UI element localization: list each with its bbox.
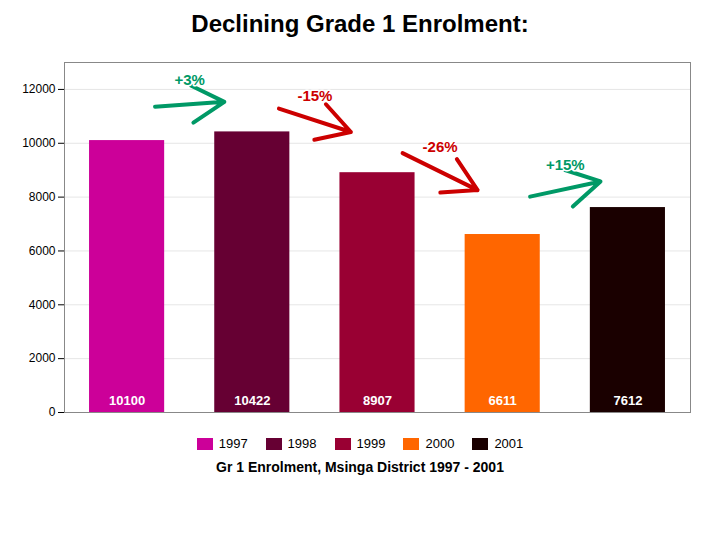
svg-text:+3%: +3%: [174, 71, 204, 88]
svg-text:-15%: -15%: [297, 87, 332, 104]
html-text:2000: 2000: [425, 436, 455, 451]
svg-text:10000: 10000: [22, 136, 56, 150]
svg-text:0: 0: [49, 405, 56, 419]
svg-text:6611: 6611: [489, 393, 517, 408]
svg-text:+15%: +15%: [546, 156, 585, 173]
html-text:1997: 1997: [218, 436, 248, 451]
svg-text:10100: 10100: [109, 393, 145, 408]
svg-text:10422: 10422: [234, 393, 270, 408]
svg-text:2000: 2000: [29, 351, 56, 365]
svg-text:6000: 6000: [29, 244, 56, 258]
svg-text:4000: 4000: [29, 298, 56, 312]
svg-text:8000: 8000: [29, 190, 56, 204]
svg-text:7612: 7612: [613, 393, 642, 408]
html-text:1998: 1998: [287, 436, 317, 451]
html-text:2001: 2001: [494, 436, 524, 451]
html-text:1999: 1999: [356, 436, 386, 451]
svg-text:-26%: -26%: [423, 138, 458, 155]
html-text:Gr 1 Enrolment, Msinga Distric: Gr 1 Enrolment, Msinga District 1997 - 2…: [216, 459, 504, 475]
svg-text:12000: 12000: [22, 82, 56, 96]
html-text:Declining Grade 1 Enrolment:: Declining Grade 1 Enrolment:: [191, 10, 529, 37]
svg-text:8907: 8907: [363, 393, 392, 408]
